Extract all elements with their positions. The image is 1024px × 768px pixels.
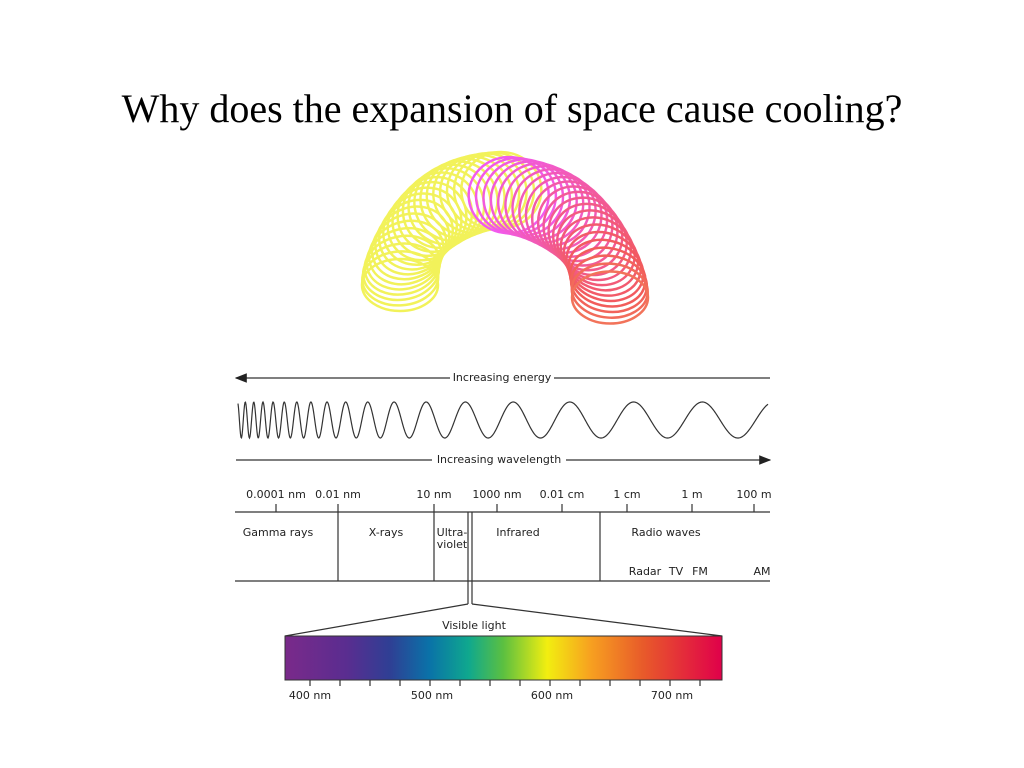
wave bbox=[237, 400, 769, 440]
region-label: Infrared bbox=[496, 526, 539, 539]
radio-band: TV bbox=[668, 565, 684, 578]
visible-scale-label: 700 nm bbox=[651, 689, 693, 702]
slinky-ring bbox=[565, 230, 643, 297]
scale-label: 0.0001 nm bbox=[246, 488, 306, 501]
visible-scale-label: 600 nm bbox=[531, 689, 573, 702]
slinky-ring bbox=[570, 270, 650, 325]
slinky-ring bbox=[432, 155, 513, 235]
slinky-ring bbox=[482, 158, 565, 237]
energy-label: Increasing energy bbox=[453, 371, 552, 384]
visible-spectrum bbox=[284, 635, 723, 681]
visible-scale-label: 400 nm bbox=[289, 689, 331, 702]
label-bg bbox=[450, 370, 554, 386]
region-label: violet bbox=[437, 538, 468, 551]
label-bg bbox=[432, 452, 566, 468]
region-label: Radio waves bbox=[631, 526, 700, 539]
visible-label: Visible light bbox=[442, 619, 506, 632]
scale-label: 0.01 nm bbox=[315, 488, 361, 501]
region-label: Ultra- bbox=[437, 526, 468, 539]
scale-label: 1 m bbox=[681, 488, 702, 501]
scale-label: 100 m bbox=[736, 488, 771, 501]
funnel bbox=[284, 603, 723, 637]
slinky-ring bbox=[377, 198, 454, 271]
slinky-ring bbox=[425, 157, 506, 237]
wavelength-label: Increasing wavelength bbox=[437, 453, 561, 466]
slinky-ring bbox=[370, 212, 448, 281]
scale-label: 0.01 cm bbox=[540, 488, 585, 501]
slinky-ring bbox=[445, 152, 528, 231]
slinky-ring bbox=[567, 238, 645, 303]
slinky-ring bbox=[518, 171, 597, 251]
region-label: Gamma rays bbox=[243, 526, 314, 539]
visible-scale-label: 500 nm bbox=[411, 689, 453, 702]
radio-band: AM bbox=[753, 565, 770, 578]
region-label: X-rays bbox=[369, 526, 404, 539]
slinky-ring bbox=[556, 209, 633, 282]
scale-label: 10 nm bbox=[416, 488, 451, 501]
slide-title: Why does the expansion of space cause co… bbox=[122, 86, 903, 131]
scale-label: 1 cm bbox=[613, 488, 640, 501]
slinky-ring bbox=[438, 153, 521, 233]
scale-label: 1000 nm bbox=[472, 488, 521, 501]
radio-band: Radar bbox=[629, 565, 662, 578]
slinky-image bbox=[360, 150, 650, 325]
slinky-ring bbox=[504, 164, 585, 244]
radio-band: FM bbox=[692, 565, 708, 578]
